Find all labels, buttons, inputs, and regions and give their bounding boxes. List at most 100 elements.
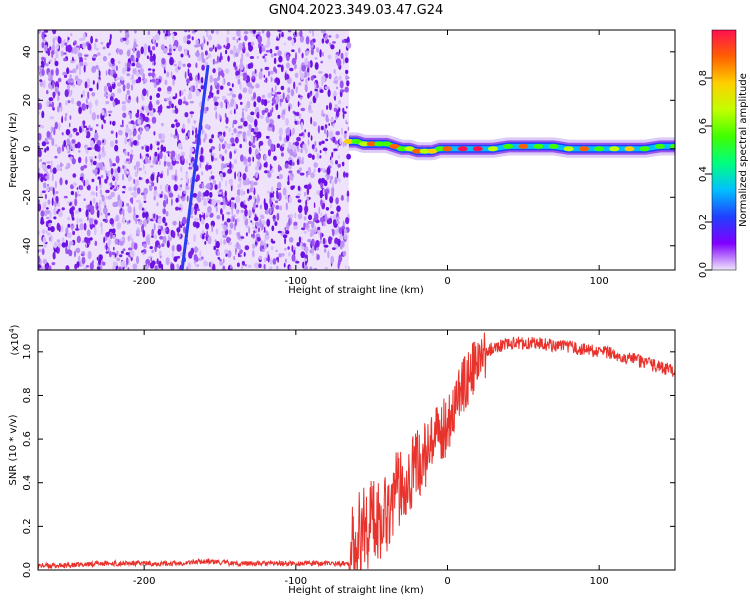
noise-speck xyxy=(285,202,288,211)
noise-speck xyxy=(69,240,74,246)
noise-speck xyxy=(186,83,189,86)
noise-speck xyxy=(266,218,271,227)
noise-speck xyxy=(294,72,299,79)
noise-speck xyxy=(121,101,126,105)
snr-ytick-label: 0.2 xyxy=(22,518,33,534)
noise-speck xyxy=(241,108,245,111)
noise-speck xyxy=(246,166,249,173)
noise-speck xyxy=(268,70,270,77)
noise-speck xyxy=(41,248,45,256)
noise-speck xyxy=(109,96,114,102)
noise-speck xyxy=(70,225,75,229)
noise-speck xyxy=(165,97,170,101)
noise-speck xyxy=(41,31,46,40)
noise-speck xyxy=(118,199,123,208)
noise-speck xyxy=(235,195,241,203)
noise-speck xyxy=(167,30,171,37)
noise-speck xyxy=(222,172,226,178)
noise-speck xyxy=(308,109,314,114)
noise-speck xyxy=(304,129,307,133)
noise-speck xyxy=(220,85,224,90)
noise-speck xyxy=(92,197,96,205)
noise-speck xyxy=(344,130,347,134)
noise-speck xyxy=(151,235,154,238)
noise-speck xyxy=(324,248,327,253)
noise-speck xyxy=(344,57,349,64)
noise-speck xyxy=(344,233,347,237)
noise-speck xyxy=(78,218,83,223)
noise-speck xyxy=(47,232,51,236)
noise-speck xyxy=(200,147,204,155)
noise-speck xyxy=(74,143,79,149)
noise-speck xyxy=(342,112,345,119)
noise-speck xyxy=(187,68,190,77)
noise-speck xyxy=(219,181,221,189)
noise-speck xyxy=(49,59,53,62)
noise-speck xyxy=(199,155,204,163)
noise-speck xyxy=(242,131,247,139)
noise-speck xyxy=(263,230,268,234)
noise-speck xyxy=(211,224,214,233)
tone-point xyxy=(457,146,468,152)
noise-speck xyxy=(157,228,162,236)
noise-speck xyxy=(217,250,220,256)
noise-speck xyxy=(244,208,248,217)
noise-speck xyxy=(61,207,65,211)
noise-speck xyxy=(306,196,310,202)
spectrogram-ytick-label: -40 xyxy=(22,238,33,254)
noise-speck xyxy=(336,170,339,179)
noise-speck xyxy=(252,195,256,200)
noise-speck xyxy=(172,78,175,86)
noise-speck xyxy=(44,148,47,153)
noise-speck xyxy=(260,68,263,72)
noise-speck xyxy=(116,47,119,55)
noise-speck xyxy=(225,102,228,109)
noise-speck xyxy=(61,144,65,152)
noise-speck xyxy=(40,191,43,197)
noise-speck xyxy=(251,234,254,238)
noise-speck xyxy=(44,44,48,53)
noise-speck xyxy=(143,43,148,51)
noise-speck xyxy=(97,166,100,175)
noise-speck xyxy=(238,37,241,41)
noise-speck xyxy=(287,246,290,250)
noise-speck xyxy=(158,111,161,116)
tone-point xyxy=(419,148,430,154)
noise-speck xyxy=(126,49,131,57)
noise-speck xyxy=(63,57,67,62)
snr-multiplier-exp: 4 xyxy=(8,328,16,333)
noise-speck xyxy=(233,108,236,115)
noise-speck xyxy=(191,125,195,131)
noise-speck xyxy=(82,32,86,42)
noise-speck xyxy=(242,41,245,50)
noise-speck xyxy=(151,78,156,83)
noise-speck xyxy=(175,128,178,137)
noise-speck xyxy=(314,62,319,70)
noise-speck xyxy=(122,165,125,169)
noise-speck xyxy=(203,137,206,143)
noise-speck xyxy=(252,244,255,249)
noise-speck xyxy=(264,209,270,215)
noise-speck xyxy=(207,34,213,41)
noise-speck xyxy=(76,193,81,197)
snr-ytick-label: 0.6 xyxy=(22,431,33,447)
noise-speck xyxy=(101,109,105,116)
noise-speck xyxy=(78,150,81,153)
noise-speck xyxy=(182,123,185,130)
noise-speck xyxy=(163,160,167,167)
noise-speck xyxy=(70,60,75,64)
noise-speck xyxy=(162,199,167,208)
noise-speck xyxy=(329,215,333,219)
noise-speck xyxy=(46,207,49,210)
noise-speck xyxy=(157,153,160,162)
noise-speck xyxy=(57,95,60,102)
noise-speck xyxy=(110,182,113,187)
noise-speck xyxy=(115,214,120,222)
noise-speck xyxy=(60,50,64,57)
tone-point xyxy=(503,143,514,149)
noise-speck xyxy=(315,247,319,251)
noise-speck xyxy=(329,196,334,204)
noise-speck xyxy=(281,143,285,147)
noise-speck xyxy=(309,266,313,270)
noise-speck xyxy=(238,42,243,51)
